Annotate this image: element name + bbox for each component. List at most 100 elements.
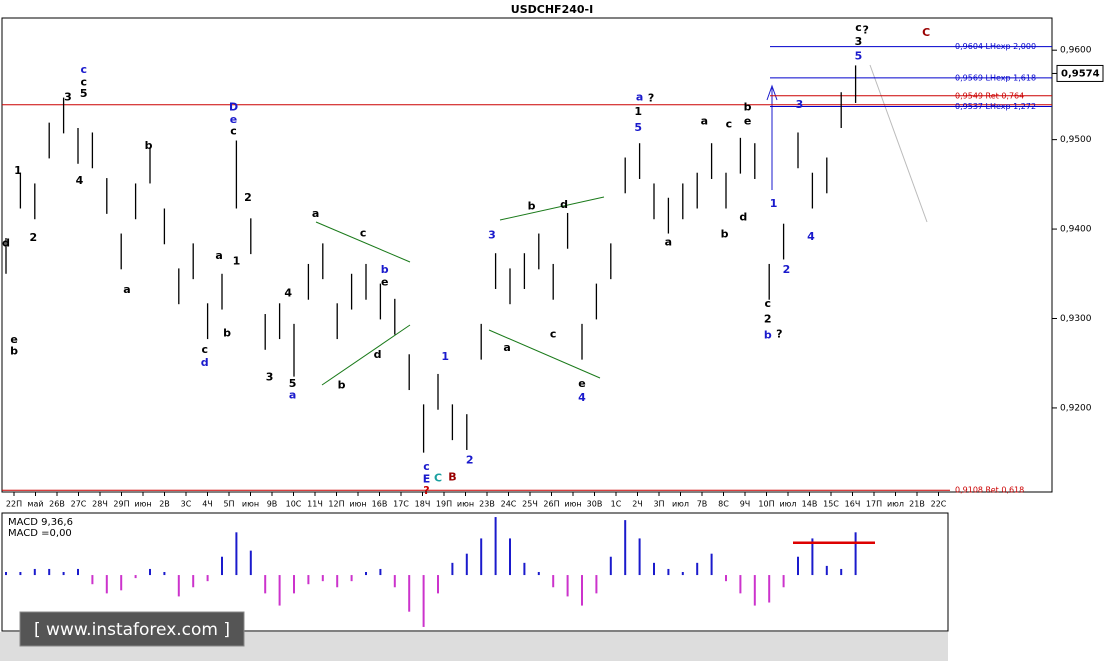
y-tick-label: 0,9300	[1060, 314, 1092, 324]
wave-label: 4	[578, 391, 586, 404]
x-tick-label: 26П	[543, 500, 559, 509]
wave-label: 2	[30, 231, 38, 244]
x-tick-label: 15С	[823, 500, 839, 509]
x-tick-label: 4Ч	[202, 500, 213, 509]
wave-label: e	[230, 113, 237, 126]
wave-label: 4	[284, 286, 292, 299]
wave-label: a	[123, 283, 130, 296]
wave-label: b	[721, 227, 729, 240]
x-tick-label: 2В	[159, 500, 170, 509]
wave-label: 2	[783, 263, 791, 276]
wave-label: c	[764, 297, 771, 310]
wave-label: 5	[80, 87, 88, 100]
x-tick-label: июл	[672, 500, 689, 509]
wave-label: a	[665, 235, 672, 248]
y-tick-label: 0,9600	[1060, 46, 1092, 56]
wave-label: c	[360, 227, 367, 240]
wave-label: b	[764, 328, 772, 341]
wave-label: e	[10, 333, 17, 346]
y-tick-label: 0,9200	[1060, 403, 1092, 413]
x-tick-label: 19П	[436, 500, 452, 509]
wave-label: b	[145, 139, 153, 152]
wave-label: c	[423, 460, 430, 473]
wave-label: b	[10, 345, 18, 358]
x-tick-label: 16Ч	[845, 500, 861, 509]
x-tick-label: июн	[564, 500, 581, 509]
x-tick-label: 23В	[479, 500, 495, 509]
projection-line	[869, 64, 928, 223]
wave-label: 5	[634, 121, 642, 134]
x-tick-label: 3С	[181, 500, 192, 509]
wave-label: b	[744, 100, 752, 113]
x-tick-label: 7В	[697, 500, 708, 509]
trend-line	[488, 329, 601, 379]
wave-label: 3	[796, 98, 804, 111]
wave-label: C	[922, 26, 930, 39]
x-tick-label: июн	[134, 500, 151, 509]
wave-label: 1	[441, 350, 449, 363]
x-tick-label: 9Ч	[740, 500, 751, 509]
wave-label: C	[434, 472, 442, 485]
wave-label: d	[374, 348, 382, 361]
x-tick-label: июл	[887, 500, 904, 509]
x-tick-label: июл	[779, 500, 796, 509]
wave-label: 2	[466, 454, 474, 467]
x-tick-label: 3П	[653, 500, 664, 509]
wave-label: b	[381, 263, 389, 276]
x-tick-label: 24С	[501, 500, 517, 509]
trend-line	[321, 324, 411, 386]
x-tick-label: 22П	[6, 500, 22, 509]
x-tick-label: 22С	[931, 500, 947, 509]
x-tick-label: июн	[457, 500, 474, 509]
watermark: [ www.instaforex.com ]	[34, 620, 230, 640]
trend-line	[499, 196, 605, 221]
x-tick-label: 29П	[113, 500, 129, 509]
wave-label: E	[423, 472, 431, 485]
wave-label: d	[201, 356, 209, 369]
x-tick-label: июн	[349, 500, 366, 509]
main-frame	[1, 17, 1053, 493]
wave-label: 4	[807, 230, 815, 243]
wave-label: B	[448, 471, 456, 484]
wave-label: c	[726, 117, 733, 130]
x-tick-label: 16В	[372, 500, 388, 509]
x-tick-label: май	[27, 500, 43, 509]
wave-label: 5	[289, 377, 297, 390]
current-price-label: 0,9574	[1061, 68, 1100, 79]
wave-label: e	[744, 115, 751, 128]
x-tick-label: 14В	[802, 500, 818, 509]
level-label: 0,9108 Ret 0,618	[955, 486, 1024, 495]
x-tick-label: 25Ч	[522, 500, 538, 509]
wave-label: 3	[266, 371, 274, 384]
wave-label: b	[338, 379, 346, 392]
macd-frame	[1, 512, 949, 632]
x-tick-label: 21В	[909, 500, 925, 509]
wave-label: 1	[634, 105, 642, 118]
wave-label: ?	[423, 484, 429, 497]
x-tick-label: 28Ч	[92, 500, 108, 509]
wave-label: a	[215, 249, 222, 262]
x-tick-label: 17П	[866, 500, 882, 509]
wave-label: 1	[233, 254, 241, 267]
wave-label: 1	[770, 197, 778, 210]
y-tick-label: 0,9500	[1060, 135, 1092, 145]
level-label: 0,9604 LHexp 2,000	[955, 42, 1036, 51]
watermark-box	[19, 611, 245, 647]
x-tick-label: 2Ч	[632, 500, 643, 509]
macd-label: MACD 9,36,6	[8, 517, 73, 528]
x-tick-label: 26В	[49, 500, 65, 509]
current-price-box	[1056, 64, 1104, 82]
wave-label: c	[855, 21, 862, 34]
wave-label: a	[312, 207, 319, 220]
level-label: 0,9537 LHexp 1,272	[955, 102, 1036, 111]
x-tick-label: 17С	[393, 500, 409, 509]
x-tick-label: 1С	[611, 500, 622, 509]
wave-label: c	[201, 343, 208, 356]
wave-label: e	[381, 276, 388, 289]
chart-title: USDCHF240-I	[511, 3, 593, 16]
wave-label: d	[2, 236, 10, 249]
wave-label: D	[229, 100, 238, 113]
x-tick-label: июн	[242, 500, 259, 509]
wave-label: c	[230, 125, 237, 138]
